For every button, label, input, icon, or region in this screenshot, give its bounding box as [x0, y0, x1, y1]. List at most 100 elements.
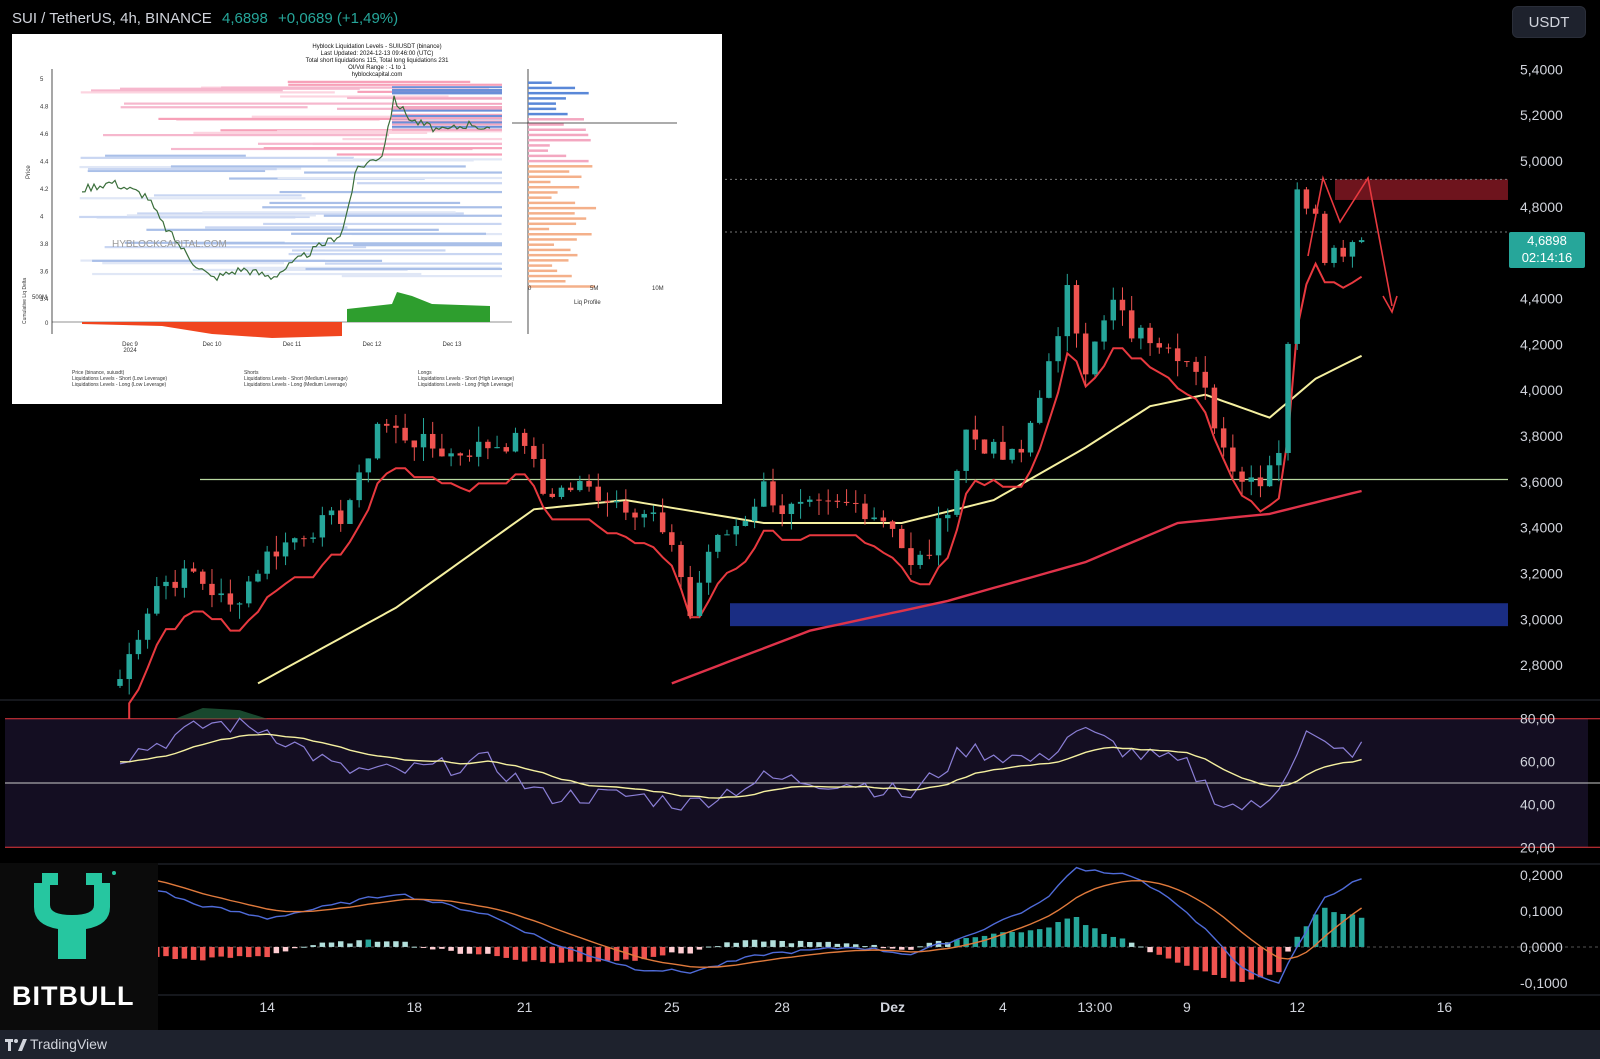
- price-change: +0,0689 (+1,49%): [278, 10, 399, 27]
- candle-body: [301, 538, 307, 540]
- macd-histogram-bar: [1082, 925, 1089, 947]
- macd-histogram-bar: [1230, 946, 1236, 982]
- inset-watermark: HYBLOCKCAPITAL.COM: [112, 239, 227, 250]
- candle-body: [1119, 299, 1126, 311]
- symbol-title[interactable]: SUI / TetherUS, 4h, BINANCE: [12, 10, 212, 27]
- candle-body: [687, 577, 693, 616]
- candle-body: [816, 499, 822, 501]
- macd-histogram-bar: [1128, 942, 1135, 947]
- candle-body: [650, 512, 657, 514]
- candle-body: [1340, 247, 1346, 257]
- macd-histogram-bar: [1294, 936, 1300, 947]
- rsi-axis-label: 60,00: [1520, 754, 1555, 770]
- profile-bar: [528, 81, 552, 84]
- macd-histogram-bar: [1266, 946, 1273, 975]
- liquidation-band: [124, 102, 396, 105]
- macd-histogram-bar: [797, 940, 804, 947]
- macd-histogram-bar: [1018, 932, 1025, 947]
- candle-body: [273, 551, 280, 557]
- candle-body: [494, 447, 500, 449]
- liquidation-band: [92, 272, 422, 276]
- profile-bar: [528, 233, 592, 236]
- macd-histogram-bar: [1036, 929, 1043, 947]
- liquidation-band: [120, 106, 308, 109]
- macd-histogram-bar: [880, 946, 887, 949]
- liquidation-band: [392, 115, 502, 118]
- macd-histogram-bar: [834, 943, 841, 947]
- macd-histogram-bar: [1285, 946, 1291, 952]
- candle-body: [788, 503, 795, 515]
- macd-histogram-bar: [503, 946, 510, 958]
- profile-tick: 5M: [590, 286, 598, 292]
- liquidation-band: [341, 274, 502, 278]
- candle-body: [1036, 397, 1043, 423]
- profile-bar: [528, 133, 589, 137]
- profile-bar: [528, 259, 569, 262]
- macd-histogram-bar: [457, 946, 464, 954]
- macd-histogram-bar: [889, 946, 896, 949]
- liquidation-band: [196, 242, 502, 245]
- liquidation-band: [324, 262, 502, 265]
- inset-title-line: hyblockcapital.com: [351, 72, 403, 78]
- time-axis-label: 28: [774, 999, 790, 1015]
- candle-body: [356, 472, 362, 501]
- profile-bar: [528, 185, 580, 189]
- price-axis-label: 3,8000: [1520, 428, 1563, 444]
- candle-body: [209, 583, 215, 596]
- candle-body: [512, 432, 519, 452]
- macd-histogram-bar: [521, 946, 528, 962]
- rsi-ma-line: [120, 733, 1362, 799]
- macd-histogram-bar: [558, 946, 565, 963]
- macd-histogram-bar: [871, 944, 877, 947]
- candle-body: [1303, 189, 1310, 209]
- candle-body: [117, 679, 123, 686]
- inset-y-tick: 3.4: [40, 297, 49, 303]
- macd-histogram-bar: [494, 946, 500, 957]
- candle-body: [889, 521, 896, 529]
- profile-bar: [528, 149, 549, 152]
- currency-button[interactable]: USDT: [1512, 6, 1586, 38]
- liquidation-band: [257, 142, 502, 145]
- candle-body: [521, 432, 528, 446]
- liquidation-band: [392, 106, 502, 109]
- macd-histogram-bar: [1119, 938, 1126, 947]
- candle-body: [292, 538, 298, 543]
- candle-body: [1174, 348, 1181, 362]
- inset-x-tick: 2024: [123, 348, 137, 354]
- candle-body: [310, 537, 316, 539]
- price-axis-label: 3,2000: [1520, 565, 1563, 581]
- candle-body: [1211, 387, 1218, 429]
- macd-histogram-bar: [1312, 914, 1319, 947]
- inset-x-tick: Dec 12: [362, 342, 382, 348]
- liquidation-band: [392, 92, 502, 95]
- macd-histogram-bar: [383, 941, 390, 947]
- macd-histogram-bar: [1358, 917, 1365, 947]
- macd-histogram-bar: [843, 943, 850, 947]
- candle-body: [246, 581, 252, 604]
- time-axis-label: 12: [1289, 999, 1305, 1015]
- macd-histogram-bar: [1257, 946, 1264, 978]
- candle-body: [236, 603, 243, 605]
- liquidation-band: [280, 95, 449, 98]
- macd-histogram-bar: [273, 946, 280, 954]
- candle-body: [1349, 242, 1356, 257]
- rsi-axis-label: 20,00: [1520, 839, 1555, 855]
- inset-x-tick: Dec 10: [202, 342, 222, 348]
- liquidation-band: [353, 244, 502, 247]
- candle-body: [540, 458, 546, 494]
- liquidation-band: [221, 86, 489, 89]
- candle-body: [1230, 447, 1236, 472]
- macd-histogram-bar: [1239, 946, 1245, 982]
- macd-histogram-bar: [282, 946, 289, 952]
- macd-histogram-bar: [1248, 946, 1254, 980]
- candle-body: [926, 554, 933, 556]
- liquidation-band: [352, 158, 502, 161]
- candle-body: [678, 544, 684, 578]
- bitbull-wordmark: BITBULL: [12, 981, 135, 1011]
- rsi-line: [119, 717, 1363, 811]
- inset-legend-item: Liquidations Levels - Short (Medium Leve…: [244, 376, 348, 382]
- price-axis-label: 4,4000: [1520, 290, 1563, 306]
- macd-histogram-bar: [908, 946, 914, 950]
- candle-body: [1055, 336, 1061, 362]
- liquidation-band: [263, 222, 502, 226]
